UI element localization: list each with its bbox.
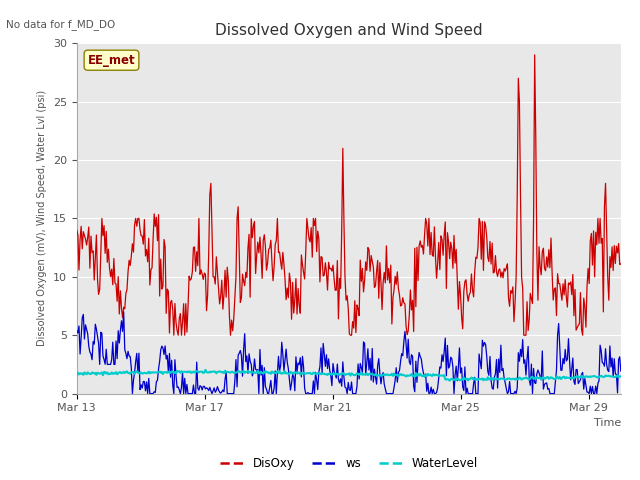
Title: Dissolved Oxygen and Wind Speed: Dissolved Oxygen and Wind Speed — [215, 23, 483, 38]
Text: EE_met: EE_met — [88, 54, 135, 67]
Text: No data for f_MD_DO: No data for f_MD_DO — [6, 19, 116, 30]
Legend: DisOxy, ws, WaterLevel: DisOxy, ws, WaterLevel — [215, 452, 483, 475]
Y-axis label: Dissolved Oxygen (mV), Wind Speed, Water Lvl (psi): Dissolved Oxygen (mV), Wind Speed, Water… — [37, 90, 47, 347]
X-axis label: Time: Time — [593, 418, 621, 428]
